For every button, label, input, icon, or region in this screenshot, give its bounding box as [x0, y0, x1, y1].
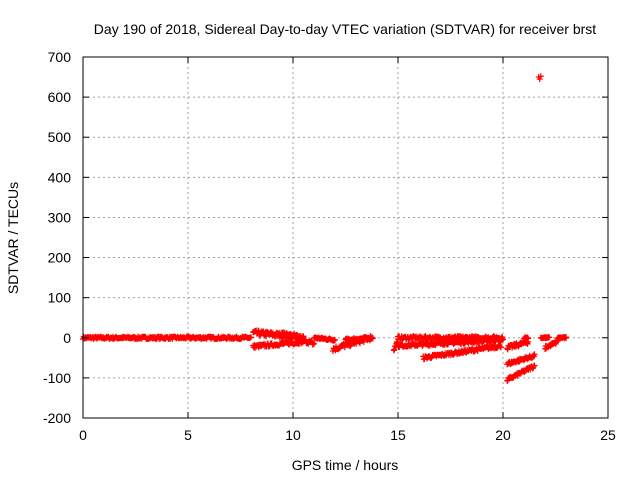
plot-frame — [82, 56, 609, 419]
y-tick-label: 500 — [48, 129, 72, 145]
data-point — [309, 341, 316, 348]
data-point — [530, 352, 537, 359]
data-point — [311, 340, 317, 347]
y-tick-label: 600 — [48, 89, 72, 105]
grid — [83, 57, 608, 418]
y-tick-labels: -200 -100 0 100 200 300 400 500 600 700 — [43, 49, 71, 426]
data-point — [347, 342, 354, 349]
axis-ticks — [82, 56, 609, 419]
data-point — [498, 337, 505, 344]
y-tick-label: 0 — [63, 330, 71, 346]
data-point — [330, 337, 337, 344]
x-tick-label: 20 — [495, 427, 511, 443]
x-tick-label: 5 — [184, 427, 192, 443]
data-point — [248, 334, 254, 341]
data-point — [332, 337, 338, 344]
data-point — [546, 334, 553, 341]
data-point — [531, 362, 538, 369]
data-point — [369, 334, 376, 341]
x-tick-label: 0 — [79, 427, 87, 443]
data-point — [563, 334, 569, 341]
x-tick-labels: 0 5 10 15 20 25 — [79, 427, 616, 443]
data-point — [531, 351, 538, 358]
y-axis-label: SDTVAR / TECUs — [5, 182, 21, 294]
data-point — [500, 336, 506, 343]
data-point — [302, 336, 309, 343]
y-tick-label: 400 — [48, 169, 72, 185]
y-tick-label: 100 — [48, 290, 72, 306]
data-point — [497, 344, 504, 351]
data-point — [369, 335, 376, 342]
data-point — [537, 73, 544, 80]
x-tick-label: 15 — [390, 427, 406, 443]
data-points — [80, 73, 569, 384]
data-point — [524, 334, 531, 341]
x-tick-label: 25 — [600, 427, 616, 443]
y-tick-label: 200 — [48, 250, 72, 266]
data-point — [525, 335, 532, 342]
data-point — [310, 340, 317, 347]
x-tick-label: 10 — [285, 427, 301, 443]
data-point — [536, 76, 543, 83]
y-tick-label: -200 — [43, 410, 71, 426]
y-tick-label: -100 — [43, 370, 71, 386]
y-tick-label: 700 — [48, 49, 72, 65]
x-axis-label: GPS time / hours — [292, 457, 399, 473]
y-tick-label: 300 — [48, 209, 72, 225]
chart-title: Day 190 of 2018, Sidereal Day-to-day VTE… — [94, 21, 596, 37]
